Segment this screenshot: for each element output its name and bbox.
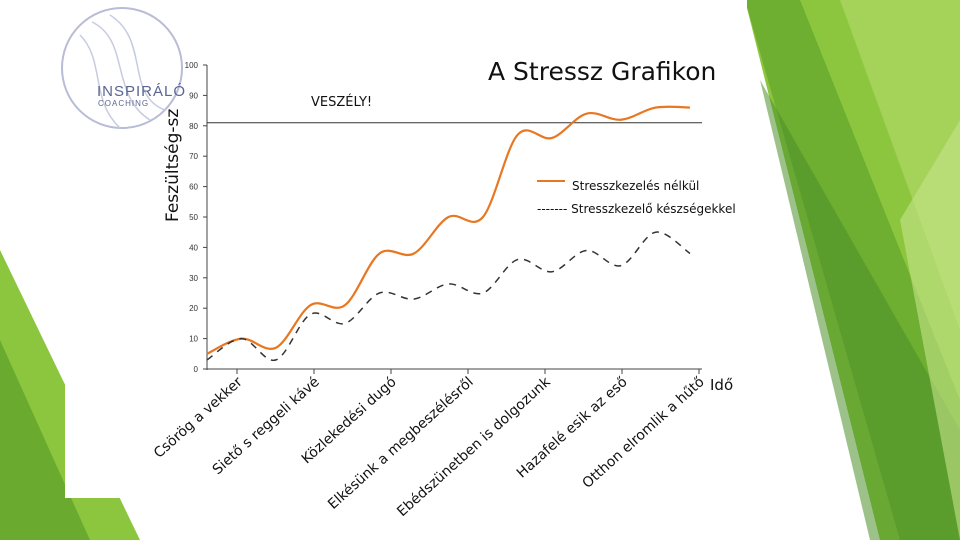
y-tick-label: 0 <box>194 365 199 374</box>
y-tick-label: 60 <box>189 183 198 192</box>
series-line-stresszkezelo-keszsegekkel <box>206 231 691 361</box>
deco-facet-4 <box>760 80 960 540</box>
series-line-stresszkezeles-nelkul <box>206 105 691 355</box>
logo-swirl <box>79 14 166 129</box>
y-tick-label: 30 <box>189 274 198 283</box>
x-category-label: Otthon elromlik a hűtő <box>579 374 707 492</box>
legend: Stresszkezelés nélkül ------- Stresszkez… <box>537 179 736 216</box>
logo-line1: INSPIRÁLÓ <box>97 83 186 100</box>
legend-label-dashed: ------- Stresszkezelő készségekkel <box>537 202 736 216</box>
inspiralo-logo: INSPIRÁLÓ COACHING <box>61 7 186 129</box>
y-tick-label: 50 <box>189 213 198 222</box>
y-tick-label: 80 <box>189 122 198 131</box>
y-tick-label: 40 <box>189 243 198 252</box>
logo-circle <box>61 7 183 129</box>
chart-title: A Stressz Grafikon <box>488 57 716 86</box>
y-axis: 0 10 20 30 40 50 60 70 80 90 100 <box>185 61 208 374</box>
content-panel <box>65 0 747 498</box>
y-axis-label: Feszültség-sz <box>163 109 183 222</box>
logo-line2: COACHING <box>98 99 149 108</box>
y-tick-label: 20 <box>189 304 198 313</box>
x-axis-label: Idő <box>710 376 733 394</box>
legend-label-solid: Stresszkezelés nélkül <box>572 179 699 193</box>
y-tick-label: 10 <box>189 335 198 344</box>
y-tick-label: 90 <box>189 91 198 100</box>
x-category-label: Elkésünk a megbeszélésről <box>325 374 477 513</box>
threshold-label: VESZÉLY! <box>311 94 372 110</box>
deco-facet-5 <box>900 120 960 540</box>
x-category-label: Ebédszünetben is dolgozunk <box>394 373 554 519</box>
y-tick-label: 70 <box>189 152 198 161</box>
y-tick-label: 100 <box>185 61 199 70</box>
